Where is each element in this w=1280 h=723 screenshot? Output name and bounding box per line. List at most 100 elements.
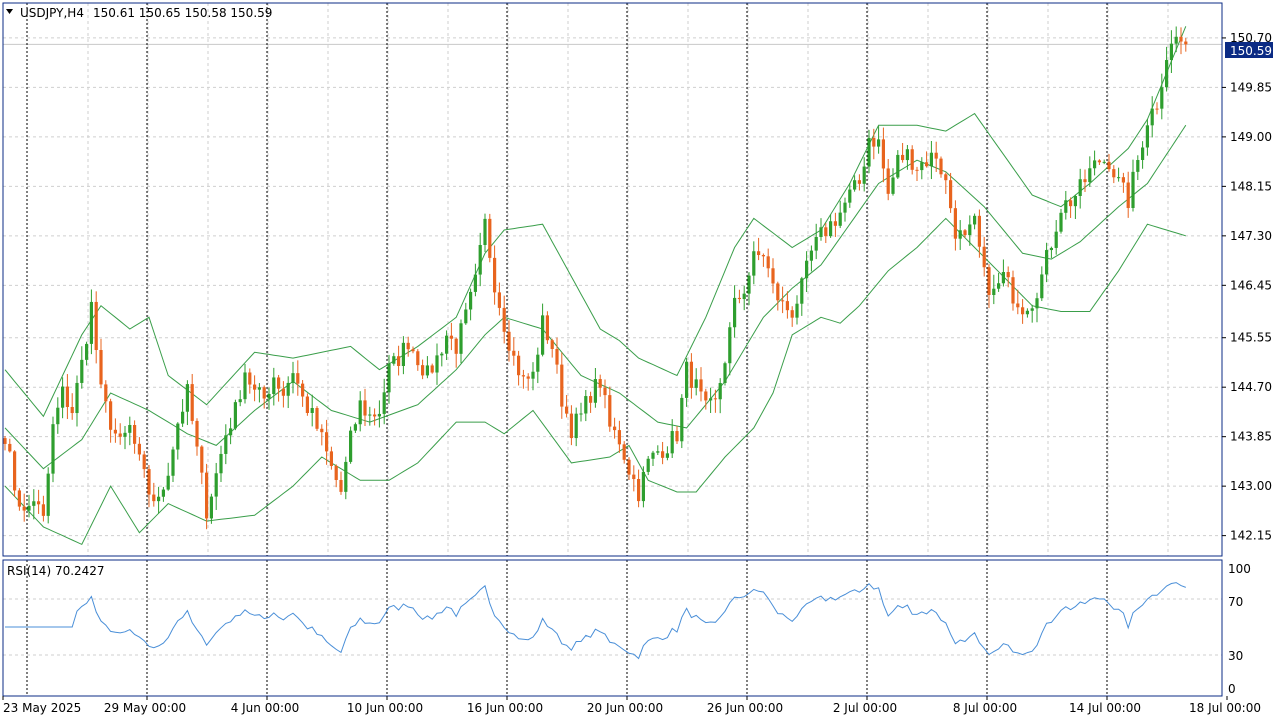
candle-body: [368, 414, 372, 416]
candle-body: [113, 429, 117, 434]
candle-body: [1078, 179, 1082, 196]
candle-body: [862, 166, 866, 184]
candle-body: [848, 189, 852, 203]
candle-body: [1126, 182, 1130, 208]
candle-body: [27, 505, 31, 511]
candle-body: [8, 443, 12, 452]
candle-body: [728, 327, 732, 364]
candle-body: [776, 283, 780, 301]
candle-body: [608, 395, 612, 427]
candle-body: [670, 431, 674, 454]
candle-body: [1011, 277, 1015, 304]
candle-body: [253, 384, 257, 390]
candle-body: [291, 373, 295, 383]
price-tick-label: 143.00: [1230, 479, 1272, 493]
time-tick-label: 8 Jul 00:00: [953, 701, 1017, 715]
candle-body: [320, 428, 324, 433]
candle-body: [1141, 147, 1145, 160]
symbol-label: USDJPY,H4: [20, 6, 84, 20]
candle-body: [166, 475, 170, 490]
candle-body: [1165, 60, 1169, 88]
candle-body: [733, 297, 737, 328]
candle-body: [555, 349, 559, 365]
candle-body: [665, 453, 669, 458]
candle-body: [200, 446, 204, 473]
candle-body: [1069, 200, 1073, 207]
candle-body: [541, 315, 545, 355]
price-tick-label: 147.30: [1230, 229, 1272, 243]
candle-body: [473, 274, 477, 292]
candle-body: [886, 168, 890, 194]
candle-body: [421, 365, 425, 376]
candle-body: [238, 399, 242, 403]
candle-body: [579, 413, 583, 415]
rsi-line: [5, 582, 1186, 660]
candle-body: [1117, 177, 1121, 179]
candle-body: [1179, 36, 1183, 42]
candle-body: [987, 267, 991, 295]
candle-body: [195, 420, 199, 447]
candle-body: [157, 496, 161, 502]
candle-body: [41, 504, 45, 516]
time-tick-label: 14 Jul 00:00: [1069, 701, 1141, 715]
candle-body: [1073, 195, 1077, 207]
price-tick-label: 149.00: [1230, 130, 1272, 144]
candle-body: [531, 371, 535, 379]
candle-body: [569, 413, 573, 439]
candle-body: [800, 278, 804, 304]
candle-body: [795, 303, 799, 318]
candle-body: [661, 451, 665, 458]
candle-body: [435, 355, 439, 373]
time-tick-label: 20 Jun 00:00: [587, 701, 663, 715]
candle-body: [689, 361, 693, 388]
candle-body: [517, 355, 521, 376]
candle-body: [867, 137, 871, 167]
collapse-arrow-icon[interactable]: [6, 9, 13, 14]
candle-body: [13, 451, 17, 491]
candle-body: [454, 338, 458, 354]
candle-body: [349, 430, 353, 462]
price-tick-label: 145.55: [1230, 331, 1272, 345]
candle-body: [459, 323, 463, 354]
candle-body: [267, 394, 271, 399]
candle-body: [32, 501, 36, 506]
price-tick-label: 149.85: [1230, 80, 1272, 94]
candle-body: [85, 343, 89, 360]
candle-body: [781, 300, 785, 302]
candle-body: [89, 301, 93, 344]
candle-body: [1035, 298, 1039, 309]
rsi-panel-frame: [2, 559, 1223, 697]
candle-body: [17, 490, 21, 507]
candle-body: [214, 473, 218, 497]
candle-body: [929, 152, 933, 167]
candle-body: [713, 398, 717, 400]
candle-body: [65, 386, 69, 407]
candle-body: [901, 154, 905, 161]
candle-body: [1083, 179, 1087, 183]
candle-body: [229, 428, 233, 436]
candle-body: [973, 215, 977, 225]
candle-body: [46, 473, 50, 516]
candle-body: [949, 180, 953, 209]
candle-body: [790, 310, 794, 318]
candle-body: [613, 426, 617, 431]
candle-body: [109, 401, 113, 430]
candle-body: [853, 180, 857, 190]
grid-lines: [3, 3, 1222, 656]
candle-body: [373, 414, 377, 417]
candle-body: [104, 384, 108, 402]
candle-body: [205, 472, 209, 519]
candle-body: [603, 387, 607, 396]
candle-body: [449, 335, 453, 339]
candle-body: [589, 396, 593, 403]
rsi-series-line: [5, 582, 1186, 660]
candle-body: [857, 180, 861, 184]
candle-body: [968, 224, 972, 236]
candle-body: [1131, 171, 1135, 208]
candle-body: [61, 386, 65, 408]
candle-body: [1150, 108, 1154, 126]
candle-body: [977, 215, 981, 247]
candle-body: [425, 365, 429, 376]
